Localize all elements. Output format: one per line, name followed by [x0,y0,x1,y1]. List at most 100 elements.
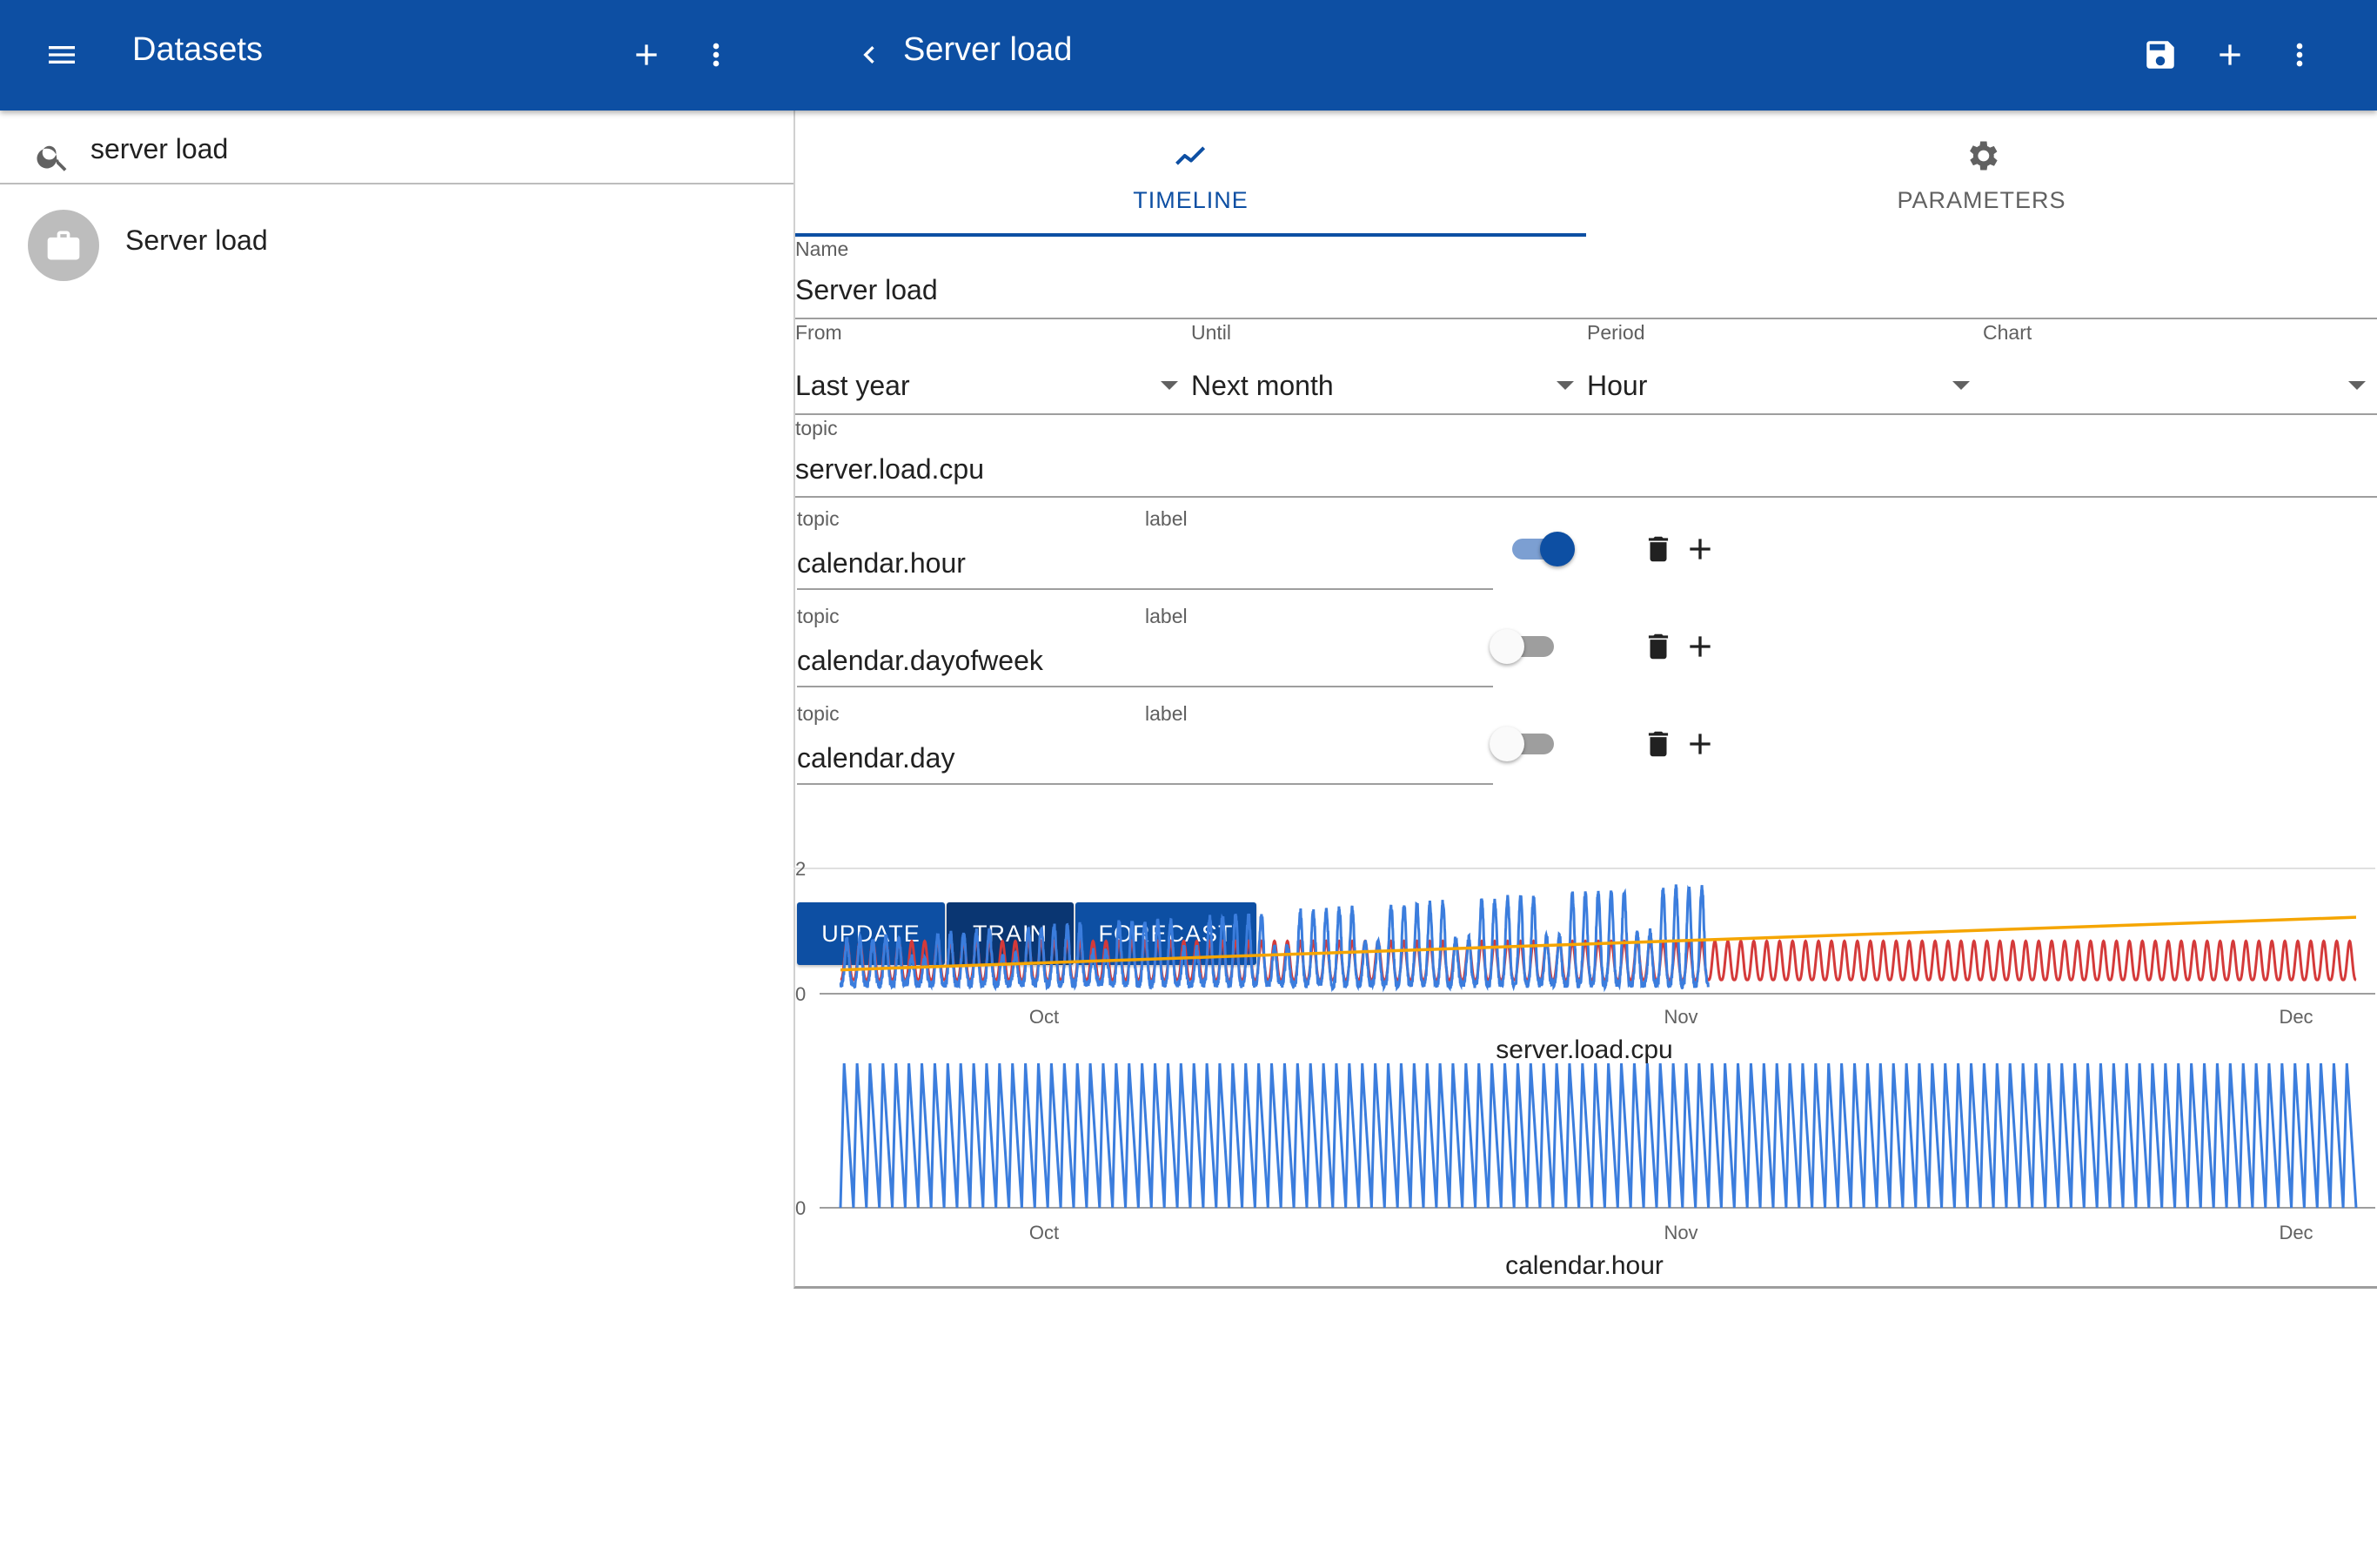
save-button[interactable] [2130,24,2191,85]
cpu-chart: 2 0 Oct Nov Dec server.load.cpu [793,861,2377,1070]
plus-icon [1690,636,1711,657]
dataset-list-item[interactable]: Server load [0,198,793,293]
add-feature-button[interactable] [1681,530,1719,568]
timeline-icon [1175,146,1205,165]
datasets-more-button[interactable] [686,24,747,85]
feature-label-label: label [1145,605,1188,627]
search-icon [37,145,67,171]
avatar [28,210,99,281]
x-tick-label: Nov [1664,1006,1697,1028]
tab-parameters[interactable]: PARAMETERS [1586,111,2377,236]
back-button[interactable] [839,24,900,85]
cpu-chart-svg: 2 0 Oct Nov Dec server.load.cpu [793,861,2375,1064]
tab-timeline[interactable]: TIMELINE [795,111,1586,236]
topic-field-value: server.load.cpu [795,453,985,485]
x-tick-label: Nov [1664,1222,1697,1243]
feature-label-field[interactable]: label [1145,605,1493,688]
chart-title: calendar.hour [1505,1251,1664,1280]
chart-select[interactable]: Chart [1983,321,2377,417]
trash-icon [1648,633,1669,660]
feature-toggle[interactable] [1510,528,1575,570]
from-select[interactable]: From Last year [795,321,1190,417]
select-underline [795,413,2377,415]
delete-feature-button[interactable] [1639,530,1677,568]
until-dropdown-icon [1557,381,1574,390]
from-dropdown-icon [1161,381,1178,390]
series-line-forecast [840,939,2357,982]
save-icon [2146,41,2174,69]
until-select-value: Next month [1191,370,1334,401]
name-underline [795,318,2377,319]
search-input[interactable] [90,130,769,168]
y-tick-label: 0 [795,1197,806,1219]
add-feature-button[interactable] [1681,725,1719,763]
hour-chart-svg: 0 Oct Nov Dec calendar.hour [795,1062,2375,1280]
delete-feature-button[interactable] [1639,725,1677,763]
period-select-value: Hour [1587,370,1648,401]
x-tick-label: Dec [2279,1222,2313,1243]
feature-topic-label: topic [797,702,840,725]
name-field-label: Name [795,238,849,260]
app-bar: Datasets Server load [0,0,2377,111]
feature-topic-value: calendar.dayofweek [797,645,1043,676]
x-tick-label: Oct [1029,1006,1059,1028]
topic-field-label: topic [795,417,838,439]
y-tick-label: 2 [795,861,806,880]
plus-icon [1690,734,1711,754]
series-line-hour [839,1062,2358,1209]
add-dataset-button[interactable] [616,24,677,85]
feature-topic-field[interactable]: topic calendar.dayofweek [797,605,1143,688]
plus-icon [1690,539,1711,560]
dataset-list-item-label: Server load [125,224,268,256]
feature-topic-label: topic [797,605,840,627]
chart-select-label: Chart [1983,321,2032,344]
until-select[interactable]: Until Next month [1191,321,1586,417]
menu-icon [49,46,75,64]
chevron-left-icon [863,46,874,64]
tab-indicator [795,233,1586,237]
feature-topic-field[interactable]: topic calendar.day [797,702,1143,786]
datasets-title: Datasets [132,31,263,68]
period-select[interactable]: Period Hour [1587,321,1982,417]
feature-toggle[interactable] [1490,626,1554,667]
briefcase-icon [47,231,80,260]
feature-label-field[interactable]: label [1145,507,1493,591]
topic-field[interactable]: topic server.load.cpu [795,417,2377,499]
feature-topic-value: calendar.day [797,742,955,774]
delete-feature-button[interactable] [1639,627,1677,666]
tab-timeline-label: TIMELINE [1133,187,1249,213]
search-bar [0,111,793,184]
tab-parameters-label: PARAMETERS [1897,187,2066,213]
gear-icon [1969,141,1998,171]
name-field-value: Server load [795,274,938,305]
trash-icon [1648,731,1669,757]
more-button[interactable] [2269,24,2330,85]
series-line-trend [840,915,2357,972]
plus-icon [636,44,657,65]
dataset-title: Server load [903,31,1073,68]
feature-toggle[interactable] [1490,723,1554,765]
x-tick-label: Dec [2279,1006,2313,1028]
feature-label-label: label [1145,507,1188,530]
x-tick-label: Oct [1029,1222,1059,1243]
add-button[interactable] [2200,24,2260,85]
trash-icon [1648,536,1669,562]
feature-label-field[interactable]: label [1145,702,1493,786]
more-vert-icon [2296,43,2303,67]
chart-dropdown-icon [2348,381,2366,390]
add-feature-button[interactable] [1681,627,1719,666]
name-field[interactable]: Name Server load [795,238,2377,319]
feature-topic-field[interactable]: topic calendar.hour [797,507,1143,591]
feature-topic-label: topic [797,507,840,530]
period-select-label: Period [1587,321,1645,344]
feature-topic-value: calendar.hour [797,547,966,579]
menu-button[interactable] [31,24,92,85]
feature-underline [797,783,1493,785]
until-select-label: Until [1191,321,1232,344]
hour-chart: 0 Oct Nov Dec calendar.hour [793,1062,2377,1288]
feature-underline [797,686,1493,687]
plus-icon [2220,44,2240,65]
chart-title: server.load.cpu [1496,1035,1672,1064]
feature-underline [797,588,1493,590]
period-dropdown-icon [1952,381,1970,390]
